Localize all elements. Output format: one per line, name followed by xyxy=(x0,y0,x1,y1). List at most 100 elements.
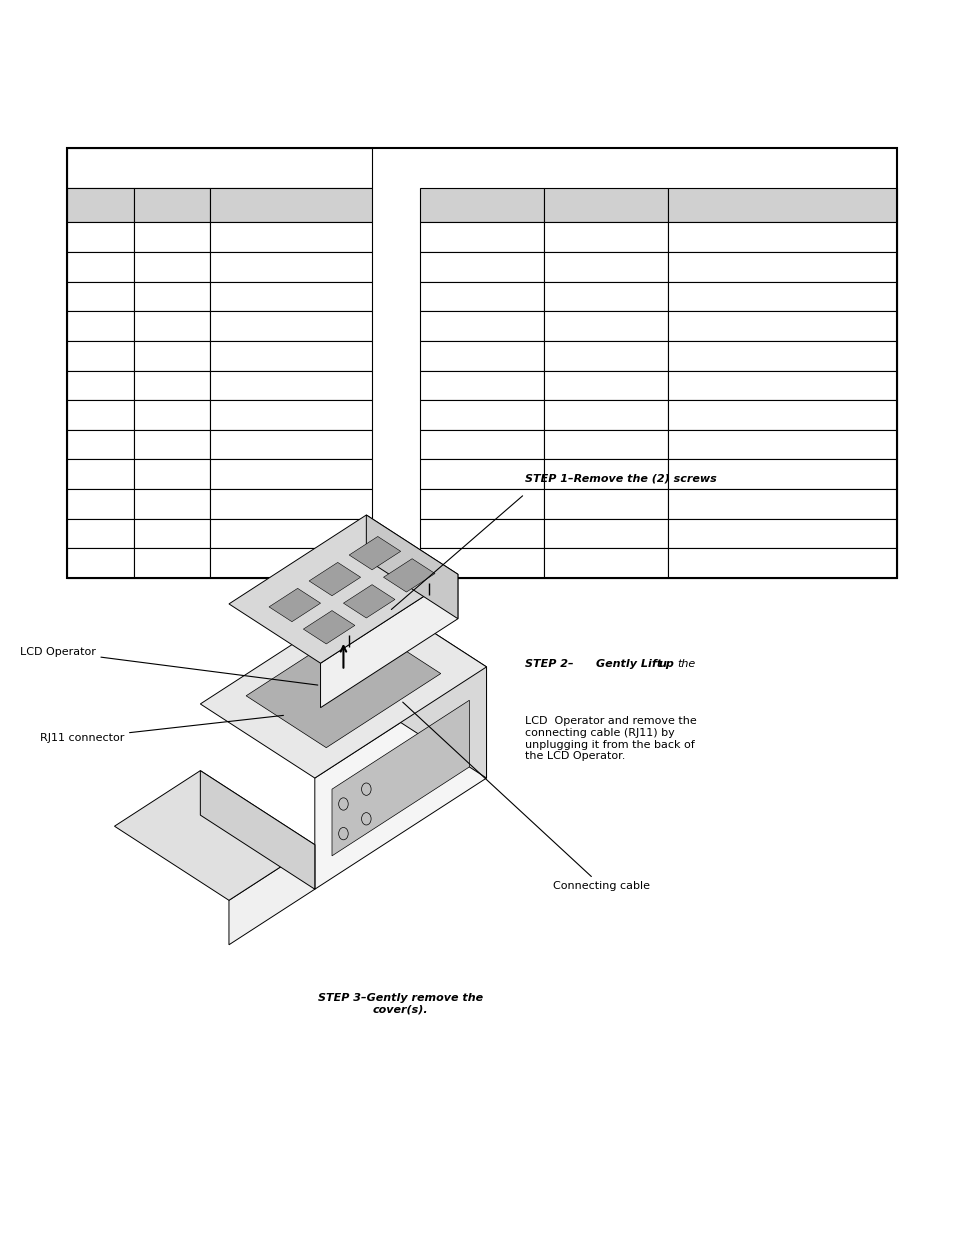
Bar xyxy=(210,489,372,519)
Bar xyxy=(667,489,896,519)
Bar xyxy=(210,311,372,341)
Polygon shape xyxy=(366,515,457,619)
Bar xyxy=(419,459,543,489)
Polygon shape xyxy=(303,610,355,643)
Bar xyxy=(67,311,133,341)
Bar xyxy=(133,282,210,311)
Bar xyxy=(67,459,133,489)
Bar xyxy=(419,370,543,400)
Bar xyxy=(543,489,667,519)
Bar xyxy=(419,222,543,252)
Bar xyxy=(133,222,210,252)
Bar xyxy=(419,400,543,430)
Bar xyxy=(210,459,372,489)
Bar xyxy=(67,548,133,578)
Bar xyxy=(133,519,210,548)
Bar xyxy=(419,341,543,370)
Polygon shape xyxy=(343,584,395,618)
Bar xyxy=(133,489,210,519)
Polygon shape xyxy=(114,771,314,900)
Bar xyxy=(67,370,133,400)
Polygon shape xyxy=(200,593,486,778)
Polygon shape xyxy=(314,667,486,889)
Bar xyxy=(667,282,896,311)
Bar xyxy=(67,148,372,188)
Bar xyxy=(210,222,372,252)
Bar xyxy=(67,252,133,282)
Bar xyxy=(67,341,133,370)
Bar xyxy=(667,188,896,222)
Bar xyxy=(67,222,133,252)
Bar xyxy=(667,341,896,370)
Bar xyxy=(210,548,372,578)
Text: the: the xyxy=(677,659,695,669)
Bar xyxy=(419,548,543,578)
Bar xyxy=(419,252,543,282)
Bar xyxy=(210,370,372,400)
Text: Connecting cable: Connecting cable xyxy=(402,703,650,892)
Bar xyxy=(543,519,667,548)
Bar xyxy=(419,311,543,341)
Bar xyxy=(419,489,543,519)
Bar xyxy=(543,282,667,311)
Bar xyxy=(543,252,667,282)
Bar xyxy=(543,459,667,489)
Polygon shape xyxy=(332,700,469,856)
Bar xyxy=(210,252,372,282)
Bar xyxy=(210,430,372,459)
Bar xyxy=(67,519,133,548)
Bar xyxy=(667,311,896,341)
Bar xyxy=(210,400,372,430)
Bar xyxy=(543,222,667,252)
Bar xyxy=(133,370,210,400)
Bar xyxy=(67,489,133,519)
Bar xyxy=(133,188,210,222)
Bar xyxy=(133,430,210,459)
Text: STEP 2–: STEP 2– xyxy=(524,659,573,669)
Bar xyxy=(667,252,896,282)
Bar xyxy=(419,430,543,459)
Bar xyxy=(133,311,210,341)
Polygon shape xyxy=(269,588,320,621)
Polygon shape xyxy=(383,558,435,592)
Bar xyxy=(543,188,667,222)
Text: RJ11 connector: RJ11 connector xyxy=(40,715,283,743)
Bar xyxy=(419,519,543,548)
Text: Gently Lift: Gently Lift xyxy=(596,659,665,669)
Bar xyxy=(133,341,210,370)
Bar xyxy=(543,548,667,578)
Bar xyxy=(67,188,133,222)
Polygon shape xyxy=(372,593,486,778)
Bar xyxy=(667,400,896,430)
Bar xyxy=(543,341,667,370)
Bar xyxy=(210,282,372,311)
Bar xyxy=(210,188,372,222)
Text: up: up xyxy=(658,659,674,669)
Polygon shape xyxy=(320,574,457,708)
Bar xyxy=(210,341,372,370)
Polygon shape xyxy=(349,536,400,569)
Bar xyxy=(667,459,896,489)
Bar xyxy=(67,400,133,430)
Polygon shape xyxy=(229,845,314,945)
Bar xyxy=(210,519,372,548)
Bar xyxy=(543,311,667,341)
Bar xyxy=(133,548,210,578)
Bar xyxy=(667,370,896,400)
Text: LCD Operator: LCD Operator xyxy=(19,647,317,685)
Text: LCD  Operator and remove the
connecting cable (RJ11) by
unplugging it from the b: LCD Operator and remove the connecting c… xyxy=(524,716,696,761)
Bar xyxy=(667,519,896,548)
Bar xyxy=(543,370,667,400)
Bar xyxy=(419,188,543,222)
Polygon shape xyxy=(246,621,440,747)
Polygon shape xyxy=(309,562,360,595)
Bar xyxy=(667,222,896,252)
Text: STEP 1–Remove the (2) screws: STEP 1–Remove the (2) screws xyxy=(524,474,716,484)
Polygon shape xyxy=(200,771,314,889)
Bar xyxy=(133,252,210,282)
Bar xyxy=(667,430,896,459)
Polygon shape xyxy=(229,515,457,663)
Bar xyxy=(667,548,896,578)
Bar xyxy=(543,400,667,430)
Bar xyxy=(67,430,133,459)
